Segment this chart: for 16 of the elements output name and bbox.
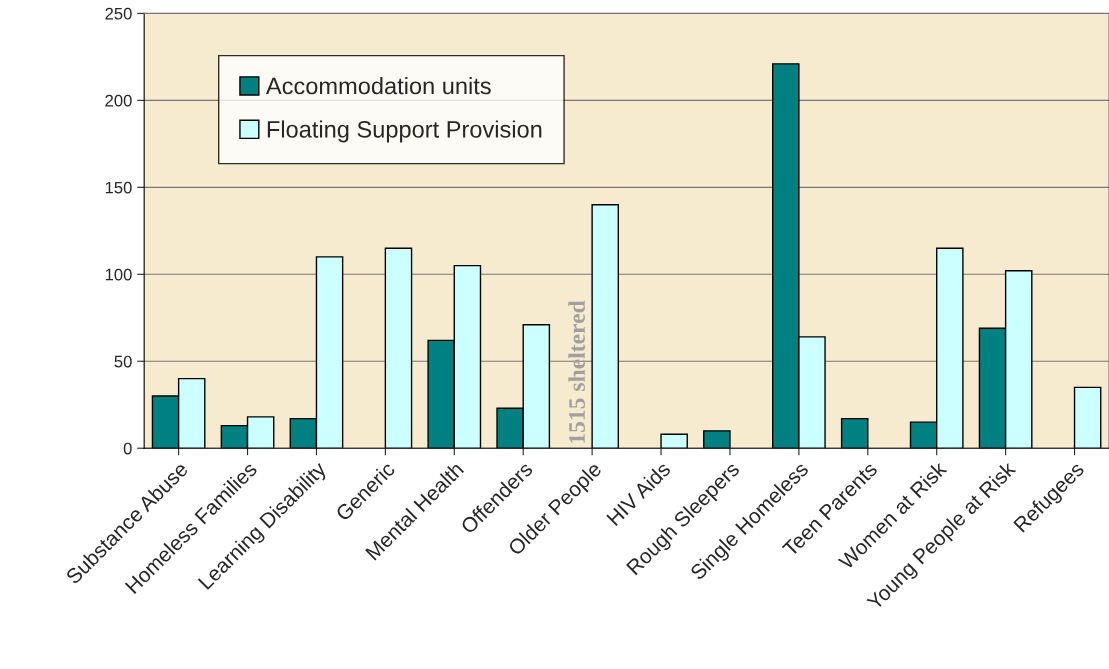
bar (384, 247, 413, 449)
x-tick-label: HIV Aids (605, 460, 672, 527)
y-tick-label: 0 (123, 442, 132, 455)
bar (591, 204, 620, 449)
y-tick-label: 200 (105, 94, 132, 107)
annotation: 1515 sheltered (568, 300, 585, 443)
bar (1073, 386, 1102, 449)
legend-label: Floating Support Provision (267, 120, 542, 143)
y-tick-label: 50 (114, 355, 132, 368)
y-tick-label: 100 (105, 268, 132, 281)
y-tick-label: 150 (105, 181, 132, 194)
bar (840, 417, 869, 449)
legend-label: Accommodation units (265, 77, 491, 95)
y-tick-label: 250 (105, 7, 132, 20)
bar (660, 433, 688, 449)
bar (703, 430, 731, 449)
